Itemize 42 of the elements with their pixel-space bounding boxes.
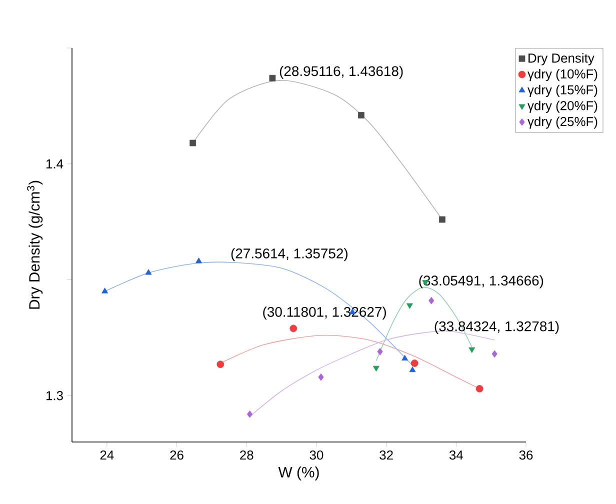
point (358, 112, 364, 118)
point (377, 348, 383, 356)
point (468, 347, 476, 353)
point (269, 74, 276, 82)
point (190, 140, 196, 146)
point (428, 296, 434, 304)
x-tick-label: 24 (100, 450, 114, 460)
legend-label: γdry (10%F) (528, 69, 598, 82)
point (102, 288, 108, 294)
annotation: (33.84324, 1.32781) (434, 320, 559, 334)
annotation: (33.05491, 1.34666) (419, 275, 544, 288)
point (439, 216, 446, 223)
y-axis-title: Dry Density (g/cm$^{3}$) (27, 180, 43, 309)
point (145, 269, 152, 275)
annotation: (27.5614, 1.35752) (231, 248, 348, 262)
legend-label: γdry (15%F) (528, 84, 598, 97)
legend-label: γdry (25%F) (528, 116, 598, 129)
point (318, 373, 324, 381)
point (402, 354, 408, 361)
x-tick-label: 28 (240, 450, 254, 460)
legend-label: Dry Density (528, 53, 594, 66)
point (476, 385, 484, 392)
y-tick-label: 1.3 (46, 391, 63, 400)
point (409, 366, 416, 372)
point (410, 360, 418, 367)
point (246, 410, 253, 418)
point (196, 258, 202, 264)
x-tick-label: 30 (310, 450, 324, 460)
y-tick-label: 1.4 (46, 159, 64, 168)
x-tick-label: 34 (449, 450, 463, 460)
annotation: (28.95116, 1.43618) (280, 66, 403, 79)
x-tick-label: 36 (519, 450, 533, 460)
x-axis-title: W (%) (278, 466, 319, 480)
point (372, 366, 380, 372)
x-tick-label: 32 (380, 450, 393, 460)
point (492, 350, 498, 358)
point (290, 324, 298, 332)
point (406, 303, 413, 309)
point (216, 360, 224, 368)
legend-label: γdry (20%F) (528, 100, 598, 113)
annotation: (30.11801, 1.32627) (263, 306, 386, 320)
x-tick-label: 26 (170, 450, 184, 460)
